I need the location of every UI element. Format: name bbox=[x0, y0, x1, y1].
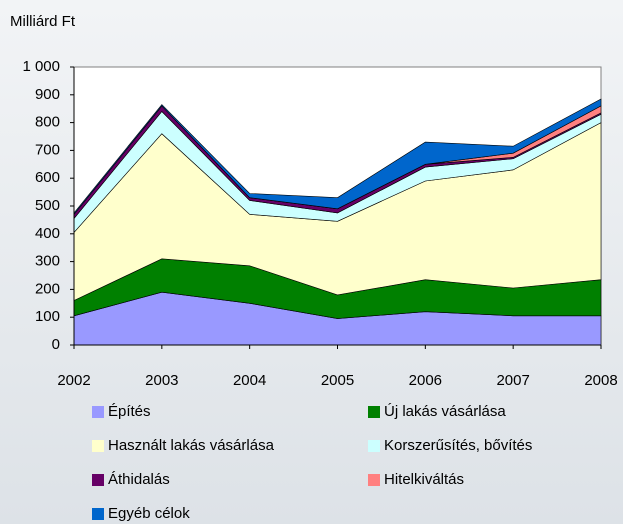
y-tick-label: 700 bbox=[35, 141, 60, 158]
x-tick-label: 2007 bbox=[496, 372, 529, 389]
legend-swatch bbox=[92, 440, 104, 452]
y-tick-label: 200 bbox=[35, 280, 60, 297]
legend-swatch bbox=[92, 474, 104, 486]
legend-label: Hitelkiváltás bbox=[384, 471, 464, 488]
x-tick-label: 2008 bbox=[584, 372, 617, 389]
legend-label: Korszerűsítés, bővítés bbox=[384, 437, 532, 454]
y-tick-label: 800 bbox=[35, 114, 60, 131]
legend-swatch bbox=[368, 406, 380, 418]
legend-label: Egyéb célok bbox=[108, 505, 190, 522]
legend-swatch bbox=[92, 406, 104, 418]
legend-label: Építés bbox=[108, 403, 151, 420]
x-tick-label: 2002 bbox=[57, 372, 90, 389]
y-axis-label: Milliárd Ft bbox=[10, 13, 76, 30]
y-tick-label: 1 000 bbox=[22, 58, 60, 75]
x-tick-label: 2004 bbox=[233, 372, 266, 389]
legend-swatch bbox=[368, 474, 380, 486]
y-tick-label: 0 bbox=[52, 336, 60, 353]
legend-label: Új lakás vásárlása bbox=[384, 403, 506, 420]
legend-label: Áthidalás bbox=[108, 471, 170, 488]
y-tick-label: 900 bbox=[35, 86, 60, 103]
legend-label: Használt lakás vásárlása bbox=[108, 437, 275, 454]
y-tick-label: 100 bbox=[35, 308, 60, 325]
legend-swatch bbox=[368, 440, 380, 452]
legend-swatch bbox=[92, 508, 104, 520]
x-tick-label: 2006 bbox=[409, 372, 442, 389]
y-tick-label: 500 bbox=[35, 197, 60, 214]
area bbox=[73, 98, 602, 216]
y-tick-label: 300 bbox=[35, 253, 60, 270]
x-tick-label: 2003 bbox=[145, 372, 178, 389]
x-tick-label: 2005 bbox=[321, 372, 354, 389]
y-tick-label: 600 bbox=[35, 169, 60, 186]
y-tick-label: 400 bbox=[35, 225, 60, 242]
